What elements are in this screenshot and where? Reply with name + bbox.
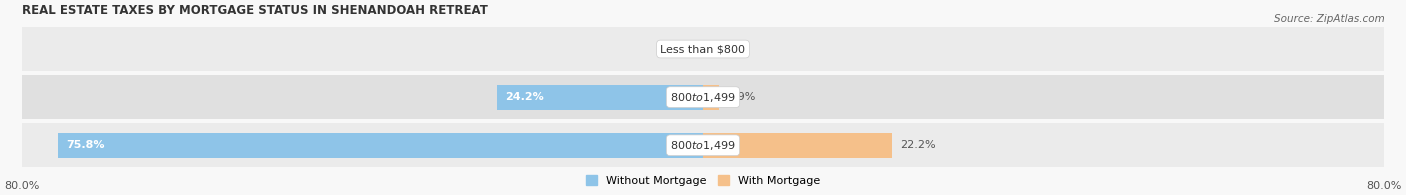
Text: 24.2%: 24.2% bbox=[506, 92, 544, 102]
Bar bbox=[22, 27, 1384, 71]
Text: REAL ESTATE TAXES BY MORTGAGE STATUS IN SHENANDOAH RETREAT: REAL ESTATE TAXES BY MORTGAGE STATUS IN … bbox=[22, 4, 488, 17]
Text: $800 to $1,499: $800 to $1,499 bbox=[671, 91, 735, 104]
Text: Less than $800: Less than $800 bbox=[661, 44, 745, 54]
Bar bbox=[58, 133, 703, 158]
Bar bbox=[703, 85, 720, 110]
Text: 22.2%: 22.2% bbox=[900, 140, 936, 150]
Legend: Without Mortgage, With Mortgage: Without Mortgage, With Mortgage bbox=[586, 176, 820, 186]
Bar bbox=[22, 75, 1384, 119]
Text: $800 to $1,499: $800 to $1,499 bbox=[671, 139, 735, 152]
Text: 0.0%: 0.0% bbox=[662, 44, 690, 54]
Text: Source: ZipAtlas.com: Source: ZipAtlas.com bbox=[1274, 14, 1385, 24]
Text: 1.9%: 1.9% bbox=[728, 92, 756, 102]
Bar bbox=[496, 85, 703, 110]
Bar bbox=[22, 123, 1384, 168]
Text: 0.0%: 0.0% bbox=[716, 44, 744, 54]
Text: 75.8%: 75.8% bbox=[66, 140, 104, 150]
Bar bbox=[703, 133, 891, 158]
